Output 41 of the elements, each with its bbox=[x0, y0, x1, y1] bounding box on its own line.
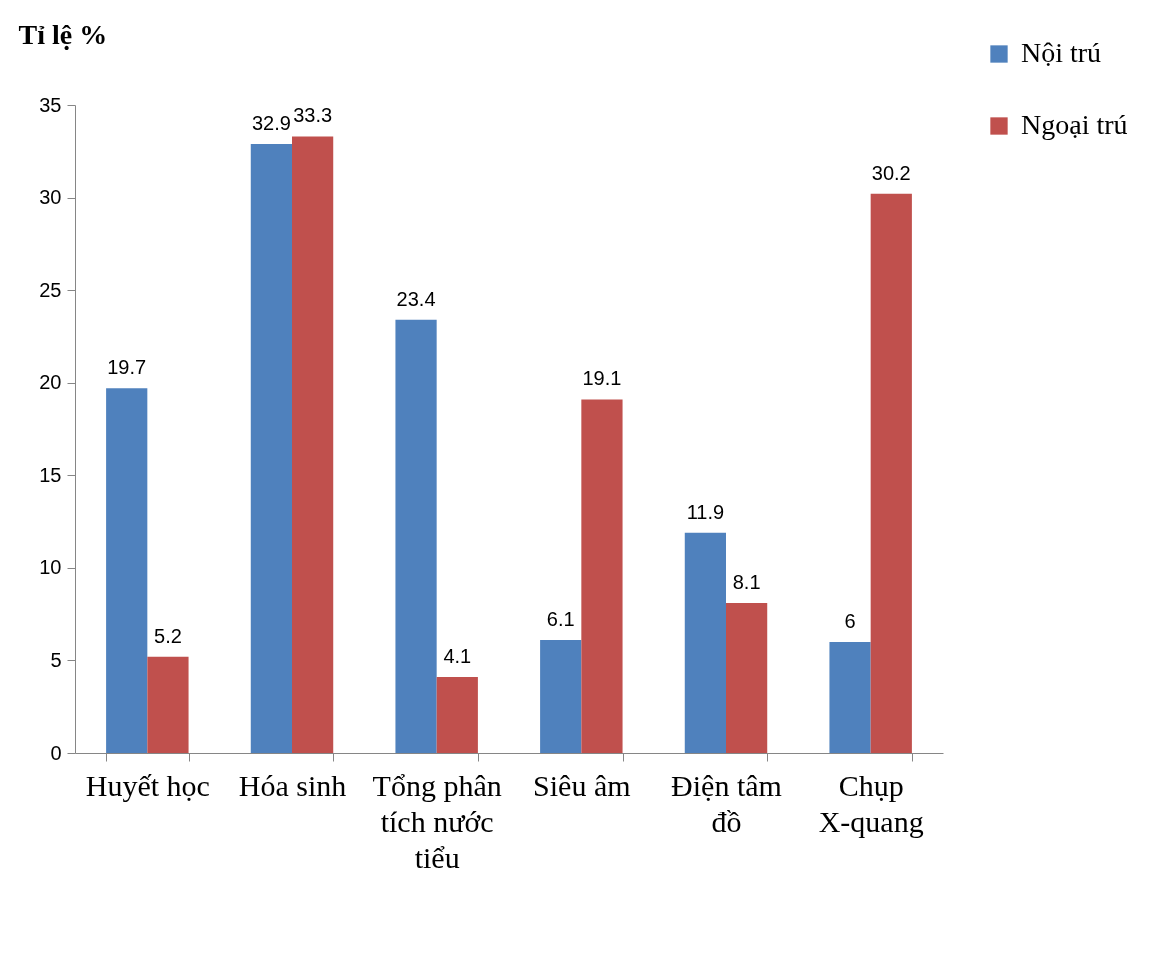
legend-label: Nội trú bbox=[1021, 37, 1102, 68]
bar bbox=[684, 532, 726, 753]
bar bbox=[726, 603, 768, 753]
bar bbox=[147, 656, 189, 753]
data-label: 6.1 bbox=[546, 608, 575, 631]
y-tick-label: 25 bbox=[39, 278, 62, 301]
data-label: 4.1 bbox=[443, 645, 472, 668]
y-tick-label: 20 bbox=[39, 371, 62, 394]
data-label: 30.2 bbox=[871, 161, 911, 184]
y-axis-title: Tỉ lệ % bbox=[18, 18, 108, 50]
bar bbox=[829, 641, 871, 753]
data-label: 19.7 bbox=[107, 356, 147, 379]
bar bbox=[540, 640, 582, 753]
data-label: 11.9 bbox=[686, 500, 725, 523]
bar bbox=[436, 677, 478, 753]
bar bbox=[292, 136, 334, 753]
data-label: 19.1 bbox=[582, 367, 622, 390]
y-tick-label: 5 bbox=[50, 648, 62, 671]
x-tick-label: Điện tâm đồ bbox=[671, 768, 782, 838]
y-tick-label: 35 bbox=[39, 93, 62, 116]
data-label: 23.4 bbox=[396, 287, 436, 310]
x-tick-label: Tổng phân tích nước tiểu bbox=[372, 768, 502, 874]
x-tick-label: Siêu âm bbox=[533, 768, 631, 802]
data-label: 8.1 bbox=[732, 571, 761, 594]
bar bbox=[870, 193, 912, 753]
x-tick-label: Hóa sinh bbox=[238, 768, 347, 802]
y-tick-label: 0 bbox=[50, 741, 62, 764]
data-label: 32.9 bbox=[251, 111, 291, 134]
legend-label: Ngoại trú bbox=[1021, 109, 1128, 140]
data-label: 33.3 bbox=[293, 104, 333, 127]
y-tick-label: 30 bbox=[39, 186, 62, 209]
y-tick-label: 15 bbox=[39, 463, 62, 486]
bar bbox=[250, 143, 292, 753]
data-label: 5.2 bbox=[154, 624, 182, 647]
x-tick-label: Chụp X-quang bbox=[818, 768, 924, 838]
data-label: 6 bbox=[844, 609, 856, 632]
x-tick-label: Huyết học bbox=[85, 768, 210, 802]
bar bbox=[106, 388, 148, 753]
bar bbox=[581, 399, 623, 753]
bar bbox=[395, 319, 437, 753]
y-tick-label: 10 bbox=[39, 556, 62, 579]
